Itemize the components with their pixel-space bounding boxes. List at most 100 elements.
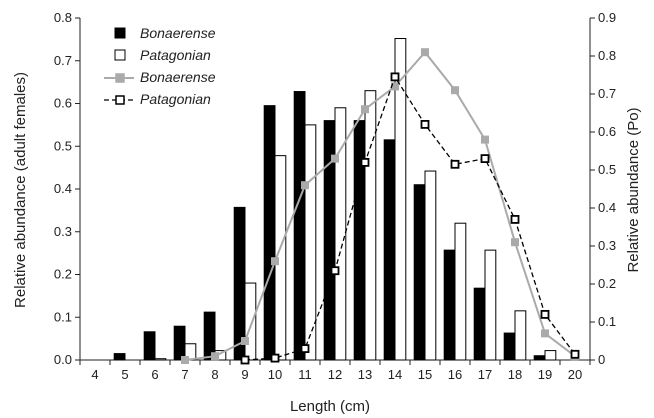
left-y-tick-label: 0.8: [54, 10, 72, 25]
right-y-tick-label: 0: [598, 352, 605, 367]
left-y-tick-label: 0.6: [54, 96, 72, 111]
line-point-1: [300, 344, 310, 354]
x-tick-label: 12: [328, 367, 342, 382]
right-y-tick-label: 0.9: [598, 10, 616, 25]
line-point-0: [241, 337, 249, 345]
x-tick-label: 17: [478, 367, 492, 382]
line-point-0: [361, 105, 369, 114]
axes: 0.0 0.1 0.2 0.3 0.4 0.5 0.6 0.7 0.8 0 0.1 0.2 0.3 0.4…: [54, 10, 616, 382]
bar-bonaerense-0: [413, 184, 426, 361]
x-tick-label: 5: [121, 367, 128, 382]
legend: Bonaerense Patagonian Bonaerense Patagonian: [104, 25, 216, 107]
x-tick-label: 20: [568, 367, 582, 382]
bar-bonaerense-0: [203, 311, 216, 361]
line-point-0: [271, 257, 279, 266]
lines: [181, 48, 580, 365]
x-tick-label: 10: [268, 367, 282, 382]
right-y-tick-label: 0.5: [598, 162, 616, 177]
line-point-0: [511, 238, 519, 247]
left-y-tick-label: 0.2: [54, 267, 72, 282]
legend-label-bar-0: Bonaerense: [140, 25, 216, 41]
line-point-1: [330, 266, 340, 276]
bar-patagonian-1: [484, 249, 497, 361]
bar-patagonian-1: [454, 222, 467, 361]
legend-marker-1: [115, 95, 125, 105]
bar-patagonian-1: [334, 107, 347, 361]
left-y-tick-label: 0.7: [54, 53, 72, 68]
left-y-tick-label: 0.3: [54, 224, 72, 239]
x-tick-label: 11: [298, 367, 312, 382]
left-y-axis-title: Relative abundance (adult females): [12, 72, 29, 308]
bar-bonaerense-0: [143, 331, 156, 361]
right-y-tick-label: 0.3: [598, 238, 616, 253]
x-tick-label: 19: [538, 367, 552, 382]
line-point-1: [270, 353, 280, 363]
legend-label-bar-1: Patagonian: [140, 47, 211, 63]
line-point-1: [420, 120, 430, 129]
left-y-tick-label: 0.4: [54, 181, 72, 196]
bar-patagonian-1: [244, 282, 257, 361]
x-tick-label: 6: [151, 367, 158, 382]
line-point-1: [390, 72, 400, 82]
bar-bonaerense-0: [113, 353, 126, 361]
right-y-tick-label: 0.2: [598, 276, 616, 291]
line-point-1: [360, 157, 370, 167]
bar-patagonian-1: [514, 310, 527, 361]
x-tick-label: 14: [388, 367, 402, 382]
left-y-tick-label: 0.1: [54, 309, 72, 324]
bar-bonaerense-0: [263, 105, 276, 361]
line-point-1: [570, 349, 580, 359]
bars: [113, 38, 557, 361]
x-tick-label: 7: [181, 367, 188, 382]
line-point-1: [540, 309, 550, 319]
line-point-0: [211, 352, 219, 361]
x-tick-label: 4: [91, 367, 98, 382]
bar-patagonian-1: [394, 38, 407, 361]
right-y-tick-label: 0.1: [598, 314, 616, 329]
line-point-1: [450, 159, 460, 169]
line-series-1: [244, 75, 576, 361]
x-tick-label: 13: [358, 367, 372, 382]
legend-label-line-0: Bonaerense: [140, 69, 216, 85]
bar-patagonian-1: [154, 358, 167, 361]
legend-swatch-bar-0: [114, 27, 126, 39]
bar-patagonian-1: [364, 90, 377, 361]
line-point-0: [181, 356, 189, 364]
line-point-0: [451, 86, 459, 95]
right-y-tick-label: 0.7: [598, 86, 616, 101]
x-tick-label: 18: [508, 367, 522, 382]
x-tick-label: 16: [448, 367, 462, 382]
line-series-0: [184, 50, 576, 361]
bar-bonaerense-0: [353, 120, 366, 361]
line-point-1: [480, 154, 490, 164]
x-tick-label: 9: [241, 367, 248, 382]
bar-bonaerense-0: [293, 91, 306, 361]
right-y-axis-title: Relative abundance (Po): [625, 107, 642, 272]
bar-bonaerense-0: [443, 249, 456, 361]
line-point-0: [421, 48, 429, 57]
right-y-tick-label: 0.4: [598, 200, 616, 215]
bar-patagonian-1: [424, 170, 437, 361]
x-axis-title: Length (cm): [290, 398, 370, 415]
x-tick-label: 15: [418, 367, 432, 382]
bar-bonaerense-0: [383, 139, 396, 361]
legend-marker-0: [115, 73, 125, 83]
line-point-1: [510, 214, 520, 224]
legend-label-line-1: Patagonian: [140, 91, 211, 107]
legend-swatch-bar-1: [114, 49, 126, 61]
bar-bonaerense-0: [533, 355, 546, 361]
bar-patagonian-1: [544, 350, 557, 361]
right-y-tick-label: 0.6: [598, 124, 616, 139]
x-tick-label: 8: [211, 367, 218, 382]
line-point-0: [481, 135, 489, 144]
line-point-0: [541, 329, 549, 338]
left-y-tick-label: 0.5: [54, 138, 72, 153]
line-point-1: [240, 355, 250, 365]
line-point-0: [301, 181, 309, 190]
bar-bonaerense-0: [473, 287, 486, 361]
bar-bonaerense-0: [173, 325, 186, 361]
left-y-tick-label: 0.0: [54, 352, 72, 367]
bar-patagonian-1: [304, 124, 317, 361]
bar-bonaerense-0: [503, 332, 516, 361]
